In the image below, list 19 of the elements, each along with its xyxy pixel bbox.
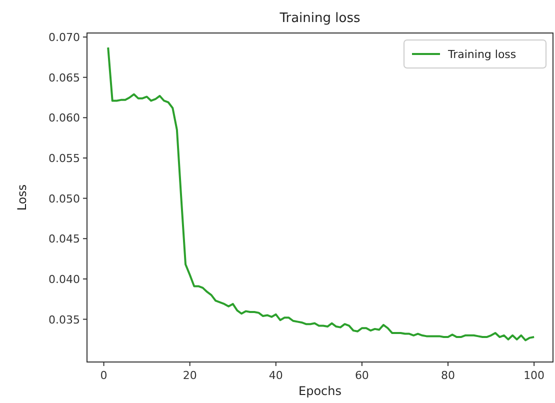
y-axis-title: Loss — [15, 184, 29, 211]
x-axis-title: Epochs — [298, 384, 342, 398]
y-tick-label: 0.055 — [48, 152, 80, 165]
x-tick-label: 60 — [354, 369, 369, 382]
chart-title: Training loss — [278, 11, 360, 26]
y-tick-label: 0.050 — [48, 192, 80, 206]
y-tick-label: 0.035 — [48, 313, 80, 326]
x-tick-label: 0 — [100, 369, 108, 382]
y-tick-label: 0.045 — [48, 232, 80, 246]
x-tick-label: 20 — [182, 369, 197, 382]
legend-label: Training loss — [447, 48, 516, 61]
y-tick-label: 0.070 — [48, 31, 80, 44]
line-series — [107, 46, 536, 342]
y-tick-label: 0.040 — [48, 272, 80, 286]
y-tick-label: 0.065 — [48, 71, 80, 84]
x-tick-label: 80 — [441, 369, 456, 382]
x-tick-label: 100 — [524, 369, 545, 382]
y-tick-label: 0.060 — [48, 112, 80, 125]
x-tick-label: 40 — [268, 369, 283, 382]
